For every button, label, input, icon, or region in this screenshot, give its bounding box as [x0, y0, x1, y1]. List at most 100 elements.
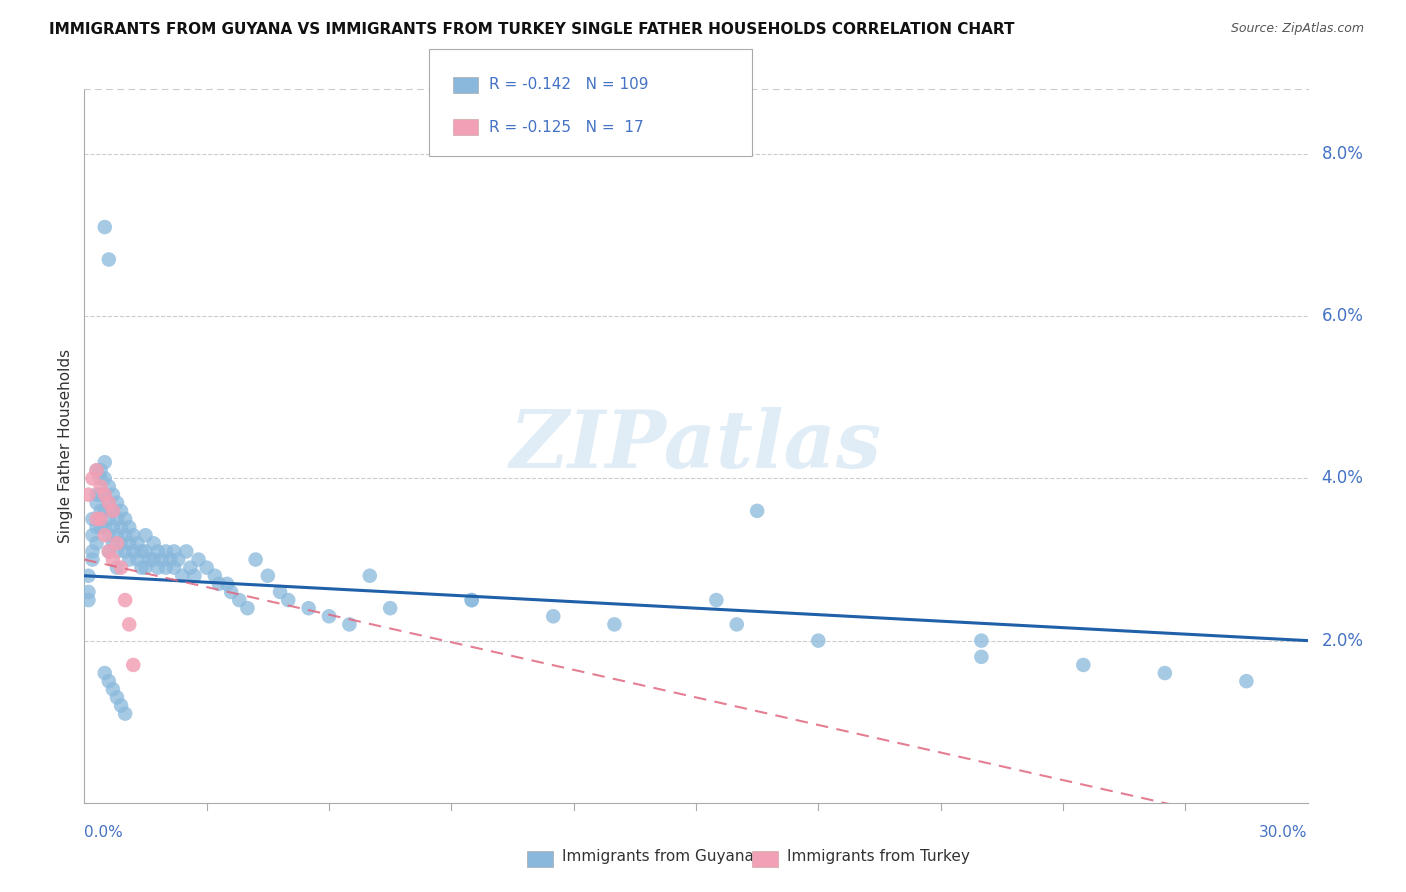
Point: [101, 504, 124, 518]
Point: [163, 544, 186, 558]
Point: [208, 577, 231, 591]
Point: [105, 528, 128, 542]
Point: [747, 504, 769, 518]
Point: [603, 617, 626, 632]
Point: [77, 585, 100, 599]
Point: [380, 601, 402, 615]
Point: [543, 609, 565, 624]
Point: [101, 488, 124, 502]
Point: [90, 488, 112, 502]
Point: [93, 520, 115, 534]
Point: [118, 552, 141, 566]
Text: 2.0%: 2.0%: [1322, 632, 1364, 649]
Text: IMMIGRANTS FROM GUYANA VS IMMIGRANTS FROM TURKEY SINGLE FATHER HOUSEHOLDS CORREL: IMMIGRANTS FROM GUYANA VS IMMIGRANTS FRO…: [49, 22, 1015, 37]
Point: [97, 674, 120, 689]
Point: [704, 593, 728, 607]
Point: [93, 504, 115, 518]
Point: [82, 544, 104, 558]
Text: Source: ZipAtlas.com: Source: ZipAtlas.com: [1230, 22, 1364, 36]
Point: [970, 633, 993, 648]
Point: [101, 520, 124, 534]
Point: [135, 544, 157, 558]
Point: [86, 520, 108, 534]
Point: [122, 544, 145, 558]
Point: [86, 463, 108, 477]
Point: [174, 544, 197, 558]
Point: [90, 512, 112, 526]
Point: [142, 536, 165, 550]
Point: [114, 512, 136, 526]
Text: 0.0%: 0.0%: [84, 825, 124, 840]
Point: [97, 528, 120, 542]
Point: [77, 593, 100, 607]
Text: Immigrants from Turkey: Immigrants from Turkey: [787, 849, 970, 863]
Point: [195, 560, 218, 574]
Point: [105, 512, 128, 526]
Point: [97, 512, 120, 526]
Point: [127, 552, 149, 566]
Point: [90, 520, 112, 534]
Point: [101, 552, 124, 566]
Point: [228, 593, 250, 607]
Point: [77, 568, 100, 582]
Point: [461, 593, 484, 607]
Point: [101, 682, 124, 697]
Point: [114, 593, 136, 607]
Point: [183, 568, 205, 582]
Point: [163, 560, 186, 574]
Point: [101, 504, 124, 518]
Point: [93, 488, 115, 502]
Point: [236, 601, 259, 615]
Point: [77, 488, 100, 502]
Point: [93, 471, 115, 485]
Point: [97, 252, 120, 267]
Point: [90, 471, 112, 485]
Point: [257, 568, 280, 582]
Point: [97, 544, 120, 558]
Point: [127, 536, 149, 550]
Point: [97, 544, 120, 558]
Point: [90, 463, 112, 477]
Point: [105, 690, 128, 705]
Point: [138, 552, 160, 566]
Point: [118, 520, 141, 534]
Point: [93, 528, 115, 542]
Point: [110, 504, 132, 518]
Point: [1234, 674, 1257, 689]
Point: [970, 649, 993, 664]
Point: [1153, 666, 1175, 681]
Point: [105, 496, 128, 510]
Point: [725, 617, 748, 632]
Point: [150, 552, 173, 566]
Point: [146, 560, 169, 574]
Text: 4.0%: 4.0%: [1322, 469, 1364, 487]
Point: [82, 528, 104, 542]
Point: [131, 544, 153, 558]
Text: 30.0%: 30.0%: [1260, 825, 1308, 840]
Text: 8.0%: 8.0%: [1322, 145, 1364, 163]
Point: [318, 609, 340, 624]
Point: [155, 544, 177, 558]
Point: [131, 560, 153, 574]
Point: [86, 496, 108, 510]
Point: [86, 512, 108, 526]
Point: [114, 528, 136, 542]
Point: [1071, 657, 1094, 672]
Point: [159, 552, 181, 566]
Point: [461, 593, 484, 607]
Point: [105, 544, 128, 558]
Point: [179, 560, 201, 574]
Point: [118, 536, 141, 550]
Point: [142, 552, 165, 566]
Point: [135, 560, 157, 574]
Text: R = -0.142   N = 109: R = -0.142 N = 109: [489, 78, 648, 93]
Point: [82, 471, 104, 485]
Point: [90, 504, 112, 518]
Point: [82, 552, 104, 566]
Point: [146, 544, 169, 558]
Point: [110, 520, 132, 534]
Point: [86, 488, 108, 502]
Point: [359, 568, 381, 582]
Point: [110, 536, 132, 550]
Point: [93, 666, 115, 681]
